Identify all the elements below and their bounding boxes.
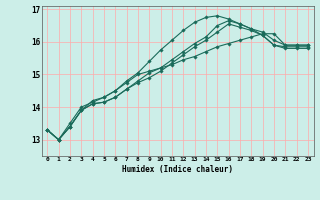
X-axis label: Humidex (Indice chaleur): Humidex (Indice chaleur) (122, 165, 233, 174)
